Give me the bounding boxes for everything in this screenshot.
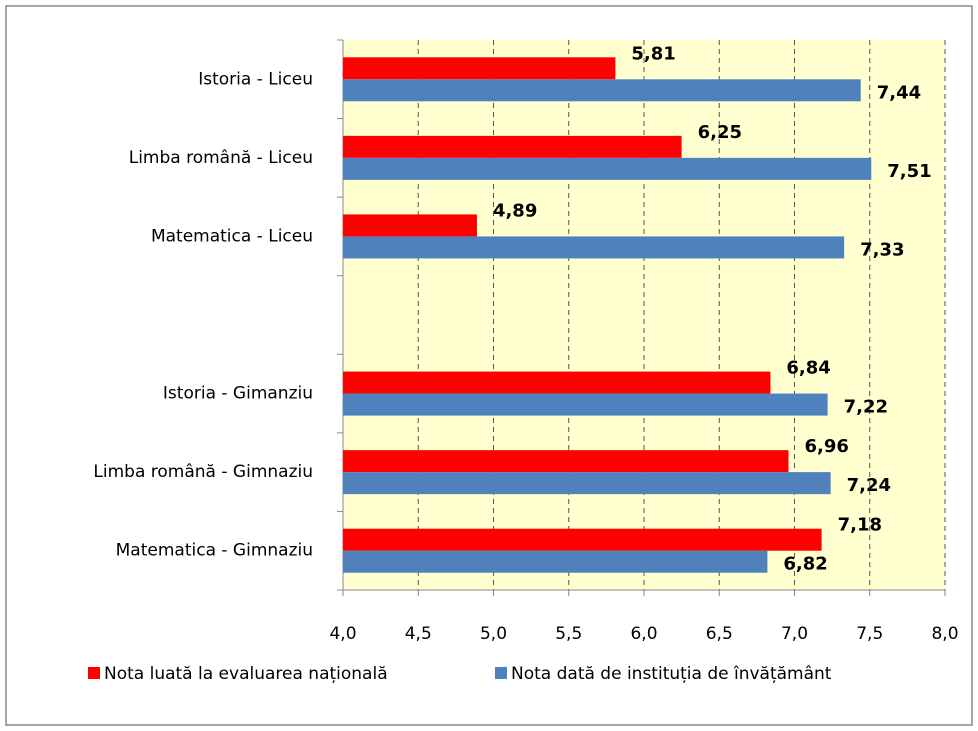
value-label: 7,33 bbox=[860, 239, 904, 260]
legend-swatch bbox=[88, 667, 100, 679]
x-tick-label: 4,5 bbox=[405, 624, 432, 644]
x-tick-label: 6,5 bbox=[706, 624, 733, 644]
legend-swatch bbox=[495, 667, 507, 679]
bar bbox=[343, 528, 822, 551]
legend-label: Nota luată la evaluarea națională bbox=[104, 664, 388, 684]
bar bbox=[343, 472, 831, 495]
bar bbox=[343, 57, 616, 80]
bar bbox=[343, 450, 789, 473]
value-label: 6,25 bbox=[698, 122, 742, 143]
x-tick-label: 8,0 bbox=[931, 624, 958, 644]
value-label: 7,51 bbox=[887, 161, 931, 182]
bar bbox=[343, 157, 872, 180]
value-label: 5,81 bbox=[631, 43, 675, 64]
value-label: 6,84 bbox=[786, 358, 830, 379]
y-tick-label: Limba română - Gimnaziu bbox=[93, 462, 313, 482]
x-tick-label: 5,0 bbox=[480, 624, 507, 644]
bar bbox=[343, 214, 477, 237]
x-tick-label: 4,0 bbox=[329, 624, 356, 644]
bar bbox=[343, 393, 828, 416]
bar bbox=[343, 79, 861, 102]
bar bbox=[343, 371, 771, 394]
bar bbox=[343, 135, 682, 158]
x-tick-label: 7,5 bbox=[856, 624, 883, 644]
value-label: 7,18 bbox=[838, 515, 882, 536]
value-label: 7,22 bbox=[844, 397, 888, 418]
value-label: 6,82 bbox=[783, 554, 827, 575]
y-tick-label: Matematica - Gimnaziu bbox=[116, 541, 313, 561]
x-tick-label: 6,0 bbox=[630, 624, 657, 644]
y-tick-label: Istoria - Liceu bbox=[198, 69, 313, 89]
legend-label: Nota dată de instituția de învățământ bbox=[511, 664, 832, 684]
y-tick-label: Limba română - Liceu bbox=[129, 148, 313, 168]
y-tick-label: Matematica - Liceu bbox=[151, 226, 313, 246]
value-label: 6,96 bbox=[804, 436, 848, 457]
x-tick-label: 7,0 bbox=[781, 624, 808, 644]
x-tick-label: 5,5 bbox=[555, 624, 582, 644]
value-label: 7,44 bbox=[877, 82, 921, 103]
y-tick-label: Istoria - Gimanziu bbox=[163, 384, 313, 404]
value-label: 4,89 bbox=[493, 200, 537, 221]
value-label: 7,24 bbox=[847, 475, 891, 496]
bar bbox=[343, 550, 768, 573]
bar bbox=[343, 236, 845, 259]
